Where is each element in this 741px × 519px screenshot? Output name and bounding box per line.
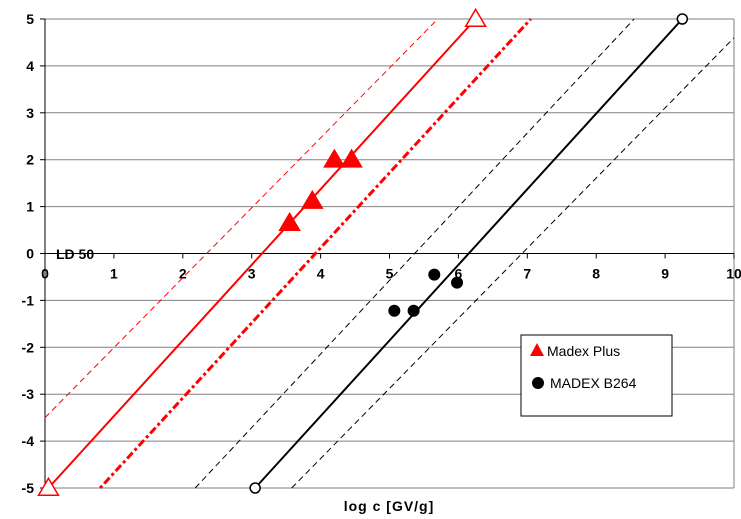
x-tick-label: 6: [455, 266, 463, 282]
madex-b264-point: [388, 304, 401, 317]
madex-plus-fit-endpoint: [464, 7, 487, 27]
madex-b264-point: [407, 304, 420, 317]
y-tick-label: 4: [26, 58, 34, 74]
madex-b264-ci-lower: [291, 37, 735, 489]
legend-triangle-icon: [530, 343, 544, 356]
x-tick-label: 10: [726, 266, 741, 282]
x-tick-label: 1: [110, 266, 118, 282]
legend: Madex Plus MADEX B264: [520, 334, 673, 417]
y-tick-label: 2: [26, 152, 34, 168]
y-tick-label: -4: [22, 433, 35, 449]
madex-b264-fit-line: [254, 18, 684, 489]
legend-circle-icon: [532, 377, 544, 389]
x-tick-label: 7: [523, 266, 531, 282]
y-tick-label: 0: [26, 246, 34, 262]
madex-plus-point: [323, 148, 346, 168]
axes: [40, 18, 735, 489]
y-tick-label: -5: [22, 480, 35, 496]
madex-b264-fit-endpoint: [249, 482, 261, 494]
madex-plus-fit-line: [47, 18, 477, 489]
madex-plus-ci-upper: [44, 18, 439, 419]
y-tick-label: -1: [22, 292, 35, 308]
y-tick-label: -3: [22, 386, 35, 402]
madex-plus-ci-lower: [99, 17, 532, 490]
madex-b264-point: [451, 276, 464, 289]
series-lines: [44, 17, 735, 490]
x-tick-label: 4: [317, 266, 325, 282]
x-tick-label: 5: [386, 266, 394, 282]
madex-plus-point: [301, 189, 324, 209]
y-tick-label: -2: [22, 339, 35, 355]
x-tick-label: 2: [179, 266, 187, 282]
y-tick-label: 5: [26, 11, 34, 27]
madex-plus-fit-endpoint: [37, 476, 60, 496]
x-axis-title: log c [GV/g]: [344, 498, 435, 514]
legend-box: [520, 334, 673, 417]
ld50-annotation: LD 50: [56, 246, 94, 262]
legend-label-madex-b264: MADEX B264: [550, 375, 637, 391]
madex-b264-point: [428, 268, 441, 281]
madex-b264-fit-endpoint: [676, 13, 689, 25]
legend-label-madex-plus: Madex Plus: [547, 343, 620, 359]
x-tick-label: 8: [592, 266, 600, 282]
y-tick-label: 1: [26, 199, 34, 215]
madex-plus-point: [278, 211, 301, 231]
gridlines: [45, 18, 735, 489]
y-tick-label: 3: [26, 105, 34, 121]
madex-plus-point: [340, 148, 363, 168]
data-points: [37, 7, 689, 496]
madex-b264-ci-upper: [194, 18, 635, 489]
x-tick-label: 0: [41, 266, 49, 282]
x-tick-label: 3: [248, 266, 256, 282]
x-tick-label: 9: [661, 266, 669, 282]
